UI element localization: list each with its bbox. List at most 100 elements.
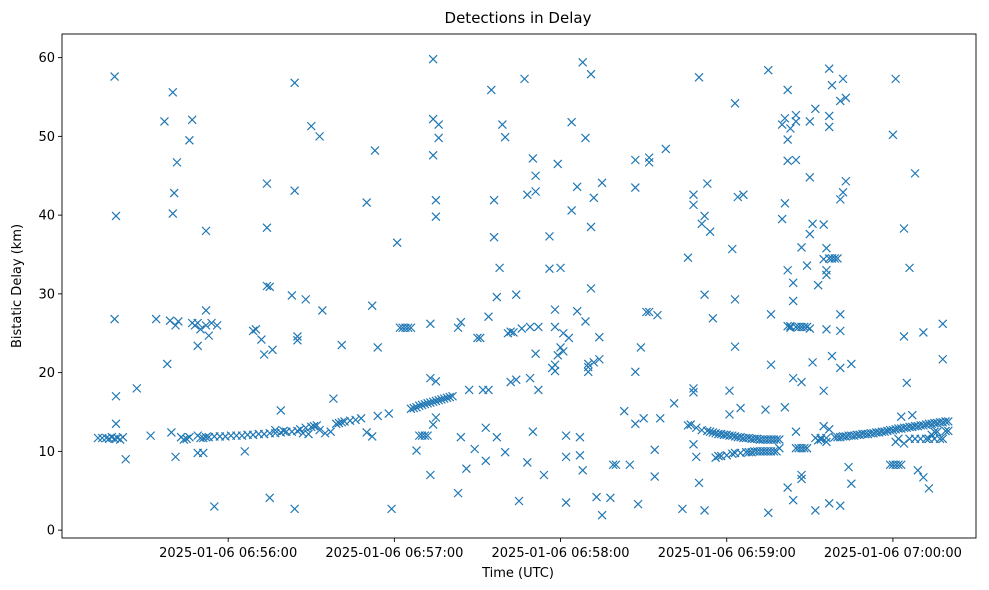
data-point [262,179,272,189]
data-point [788,278,798,288]
data-point [619,406,629,416]
data-point [586,222,596,232]
data-point [531,349,541,359]
data-point [819,421,829,431]
data-point [456,432,466,442]
data-point [802,322,812,332]
data-point [306,121,316,131]
data-point [362,428,372,437]
data-point [550,305,560,315]
data-point [151,314,161,324]
data-point [625,460,635,470]
data-point [835,194,845,204]
data-point [835,326,845,336]
data-point [689,190,698,200]
data-point [173,317,183,326]
data-point [442,393,452,403]
data-point [384,409,394,418]
data-point [824,64,834,74]
data-point [434,395,444,405]
data-point [259,350,269,359]
data-point [292,331,302,341]
data-point [669,398,679,408]
data-point [683,420,693,430]
data-point [769,446,779,456]
data-point [691,452,701,462]
data-point [581,317,590,326]
data-point [525,322,535,332]
data-point [204,331,214,341]
data-point [295,424,305,434]
data-point [708,428,718,437]
data-point [456,317,466,327]
data-point [301,294,311,304]
data-point [453,323,463,333]
data-point [406,323,416,333]
data-point [558,346,568,356]
data-point [791,116,801,126]
data-point [439,394,449,404]
data-point [428,150,438,160]
data-point [198,448,208,458]
data-point [445,392,455,402]
data-point [207,318,216,328]
data-point [276,406,286,415]
data-point [492,292,502,302]
data-point [725,386,734,396]
data-point [896,460,906,470]
data-point [193,341,203,351]
data-point [766,360,776,370]
data-point [827,80,837,90]
data-point [201,226,211,236]
data-points [93,54,953,520]
data-point [564,333,574,343]
data-point [899,331,909,341]
data-point [201,305,211,315]
data-point [287,291,297,300]
data-point [689,439,698,449]
data-point [808,357,818,367]
data-point [392,238,402,248]
data-point [531,187,541,196]
data-point [531,171,541,181]
x-tick-label: 2025-01-06 06:59:00 [658,546,796,561]
data-point [932,427,942,437]
data-point [630,419,640,429]
data-point [337,417,347,427]
data-point [533,385,543,395]
data-point [833,254,842,263]
data-point [506,377,516,387]
data-point [838,187,848,197]
data-point [111,419,121,429]
data-point [578,57,588,67]
data-point [788,296,798,306]
data-point [425,319,435,329]
data-point [290,504,300,514]
data-point [730,294,740,304]
data-point [783,85,793,95]
data-point [500,132,510,142]
data-point [172,157,182,167]
data-point [797,377,806,387]
data-point [608,460,618,470]
data-point [312,420,322,430]
data-point [841,93,851,103]
data-point [730,342,740,352]
data-point [320,428,330,438]
data-point [722,450,732,460]
data-point [896,412,906,422]
data-point [550,322,560,332]
data-point [492,432,502,442]
data-point [586,283,596,293]
data-point [791,155,801,165]
data-point [409,403,419,413]
data-point [514,496,524,506]
x-tick-label: 2025-01-06 07:00:00 [824,546,962,561]
data-point [464,385,474,395]
data-point [575,432,585,442]
data-point [661,144,671,154]
data-point [262,281,272,291]
data-point [902,378,912,388]
data-point [533,322,543,332]
data-point [434,120,444,129]
